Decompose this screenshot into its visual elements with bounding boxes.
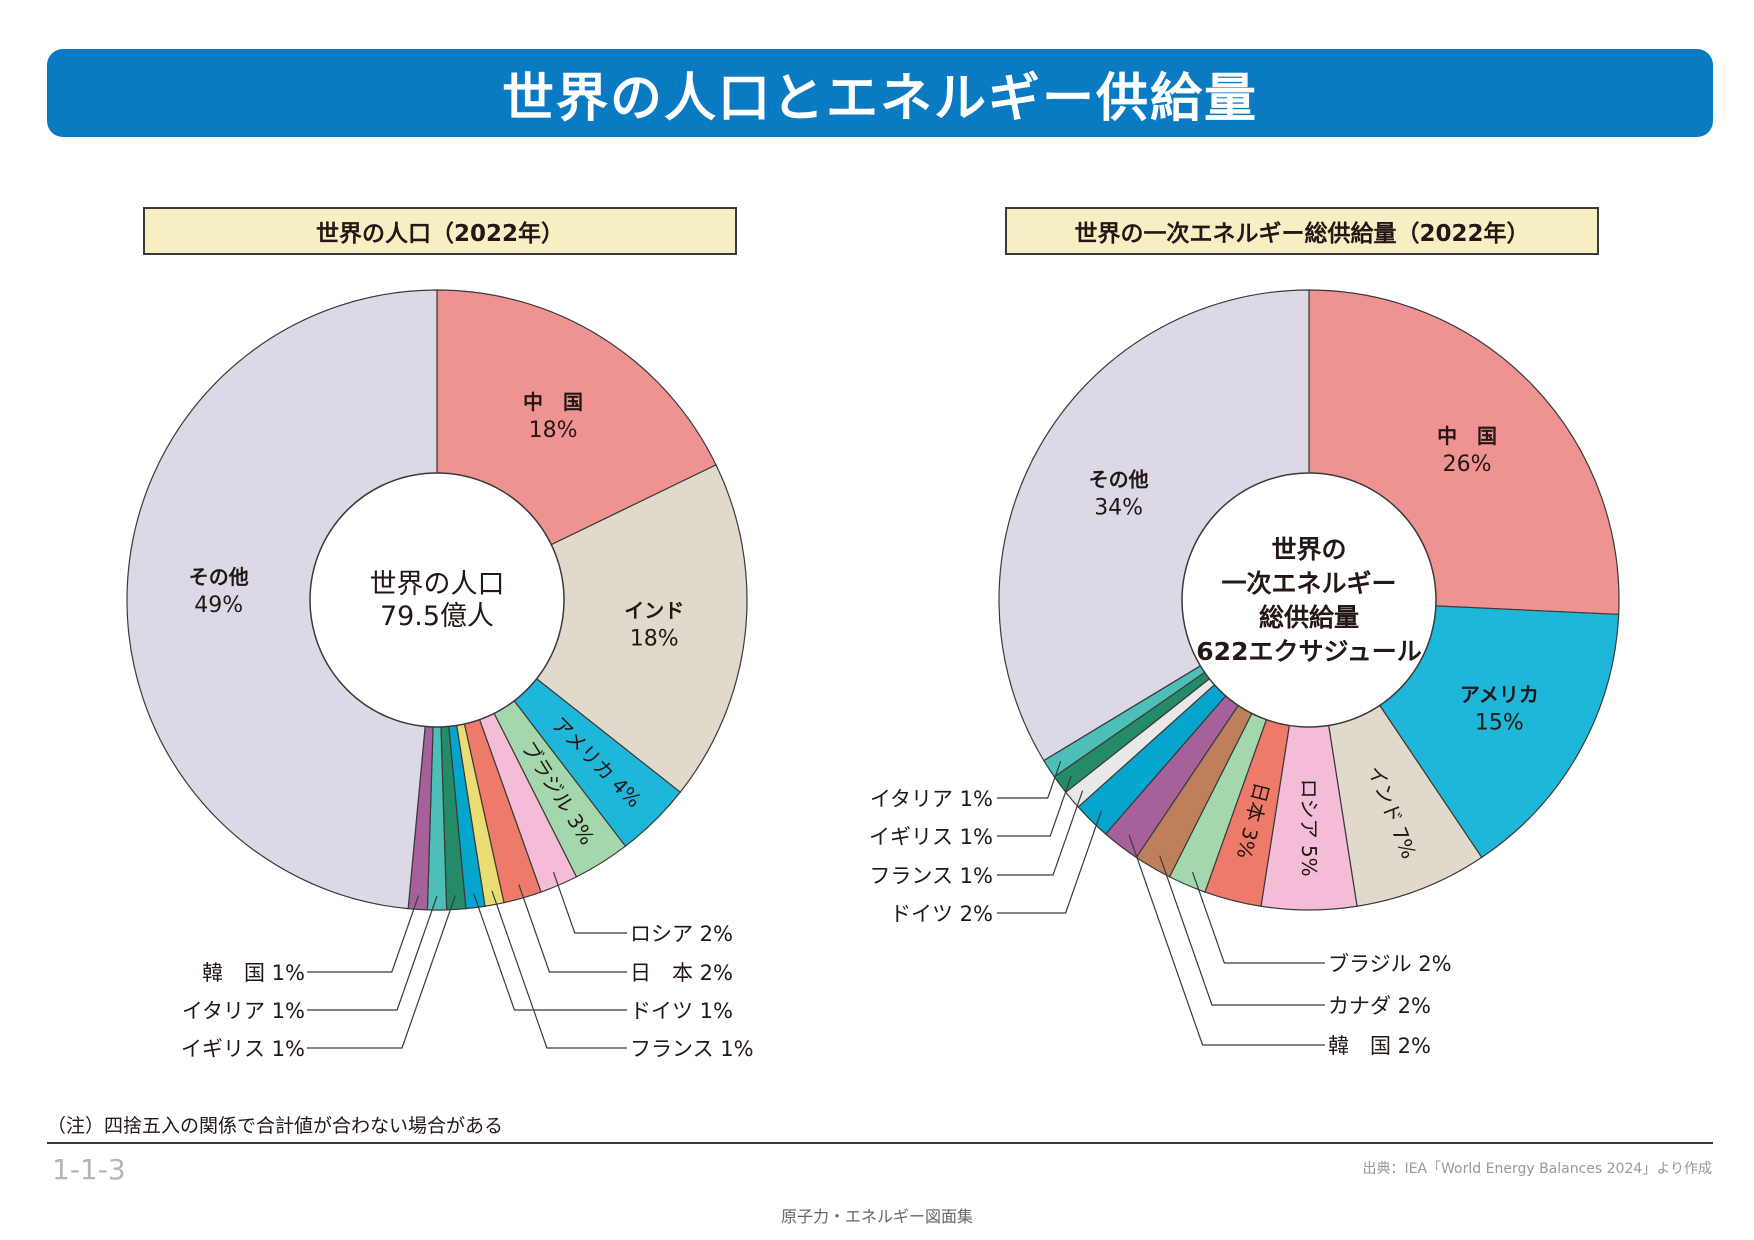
leader-line (997, 790, 1084, 876)
slice-label: イギリス 1% (869, 825, 993, 849)
slice-label: イギリス 1% (181, 1037, 305, 1061)
slice-label: イタリア 1% (182, 999, 305, 1023)
pie-slice (126, 289, 438, 910)
slice-label: アメリカ (1460, 682, 1539, 706)
slice-label: ドイツ 2% (890, 902, 993, 926)
chart-title-population: 世界の人口（2022年） (143, 207, 737, 255)
leader-line (473, 893, 627, 1011)
center-label: 一次エネルギー (1221, 569, 1396, 598)
leader-line (307, 895, 438, 1011)
leader-line (518, 884, 627, 973)
center-label: 世界の (1271, 535, 1346, 564)
slice-value: 26% (1443, 452, 1492, 477)
center-label: 世界の人口 (370, 569, 505, 600)
leader-line (307, 895, 420, 973)
pie-slice (435, 464, 748, 794)
slice-label: インド (624, 599, 684, 623)
center-label: 79.5億人 (380, 601, 494, 632)
slice-value: 15% (1475, 710, 1524, 735)
slice-value: 34% (1094, 496, 1143, 521)
leader-line (997, 810, 1102, 914)
slice-label: ロシア 5% (1297, 779, 1321, 877)
footnote: （注）四捨五入の関係で合計値が合わない場合がある (47, 1115, 504, 1137)
leader-line (1191, 871, 1325, 964)
title-banner: 世界の人口とエネルギー供給量 (47, 49, 1713, 137)
leader-line (1128, 834, 1325, 1046)
slice-label: 中 国 (1437, 424, 1497, 448)
source-credit: 出典：IEA「World Energy Balances 2024」より作成 (1362, 1161, 1712, 1177)
slice-label: カナダ 2% (1328, 994, 1431, 1018)
chart-title-energy: 世界の一次エネルギー総供給量（2022年） (1005, 207, 1599, 255)
leader-line (491, 890, 627, 1049)
leader-line (1159, 855, 1325, 1006)
center-label: 総供給量 (1259, 603, 1359, 632)
leader-line (307, 895, 456, 1049)
page-number: 1-1-3 (52, 1153, 126, 1186)
slice-label: ブラジル 2% (1328, 952, 1452, 976)
slice-value: 49% (194, 593, 243, 618)
divider (47, 1142, 1713, 1144)
slice-label: フランス 1% (630, 1037, 754, 1061)
slice-value: 18% (529, 418, 578, 443)
slice-label: 日 本 2% (630, 961, 733, 985)
slice-label: その他 (189, 565, 249, 589)
leader-line (997, 760, 1062, 799)
leader-line (997, 776, 1072, 837)
slice-label: ドイツ 1% (630, 999, 733, 1023)
slice-label: フランス 1% (869, 864, 993, 888)
publication-footer: 原子力・エネルギー図面集 (780, 1207, 973, 1226)
donut-hole (1181, 472, 1437, 728)
slice-label: 韓 国 1% (202, 961, 305, 985)
center-label: 622エクサジュール (1196, 637, 1421, 666)
donut-hole (309, 472, 565, 728)
slice-label: ロシア 2% (630, 922, 733, 946)
slice-label: イタリア 1% (870, 787, 993, 811)
page-title: 世界の人口とエネルギー供給量 (501, 68, 1258, 129)
slice-value: 18% (630, 627, 679, 652)
leader-line (552, 871, 627, 934)
slice-label: 中 国 (523, 390, 583, 414)
slice-label: 韓 国 2% (1328, 1034, 1431, 1058)
slice-label: その他 (1089, 468, 1149, 492)
